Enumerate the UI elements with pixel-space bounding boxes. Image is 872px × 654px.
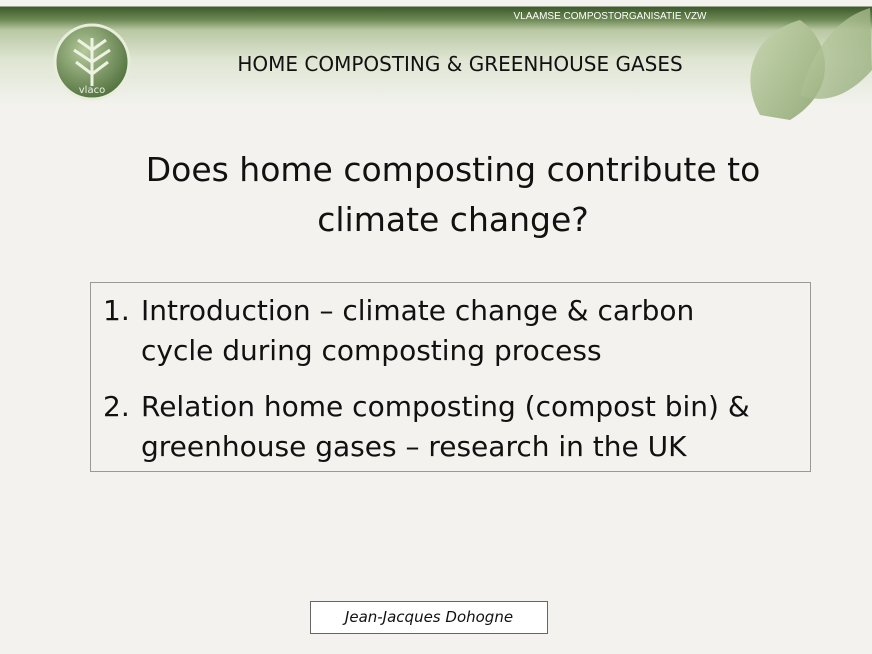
slide-title: Does home composting contribute to clima… xyxy=(60,145,846,245)
slide: vlaco VLAAMSE COMPOSTORGANISATIE VZW HOM… xyxy=(0,0,872,654)
item-line: cycle during composting process xyxy=(141,331,602,371)
organization: VLAAMSE COMPOSTORGANISATIE VZW xyxy=(480,11,740,22)
title-line: climate change? xyxy=(60,195,846,245)
item-line: Introduction – climate change & carbon xyxy=(141,291,694,331)
title-line: Does home composting contribute to xyxy=(60,145,846,195)
agenda-box: 1. Introduction – climate change & carbo… xyxy=(90,282,811,472)
logo-text: vlaco xyxy=(79,85,105,96)
item-line: greenhouse gases – research in the UK xyxy=(141,427,687,467)
item-number: 2. xyxy=(103,387,130,427)
author: Jean-Jacques Dohogne xyxy=(310,601,548,634)
item-number: 1. xyxy=(103,291,130,331)
item-line: Relation home composting (compost bin) & xyxy=(141,387,750,427)
header-title: HOME COMPOSTING & GREENHOUSE GASES xyxy=(140,52,780,76)
